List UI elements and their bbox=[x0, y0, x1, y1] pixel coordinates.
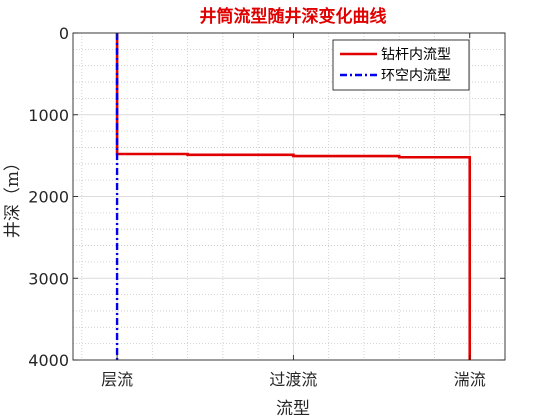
legend-label-2: 环空内流型 bbox=[381, 68, 451, 84]
legend-box bbox=[332, 39, 470, 91]
x-tick-label: 湍流 bbox=[454, 370, 486, 389]
chart-title: 井筒流型随井深变化曲线 bbox=[200, 6, 387, 27]
y-axis-label: 井深（m） bbox=[3, 154, 23, 238]
y-tick-label: 1000 bbox=[28, 106, 69, 125]
x-tick-label: 过渡流 bbox=[269, 370, 317, 389]
y-tick-label: 0 bbox=[59, 24, 69, 43]
series-line-1 bbox=[115, 33, 472, 360]
x-tick-label: 层流 bbox=[101, 370, 133, 389]
x-axis-label: 流型 bbox=[276, 399, 310, 419]
y-tick-label: 3000 bbox=[28, 269, 69, 288]
y-tick-label: 4000 bbox=[28, 351, 69, 370]
y-tick-label: 2000 bbox=[28, 188, 69, 207]
legend-label-1: 钻杆内流型 bbox=[381, 47, 451, 63]
